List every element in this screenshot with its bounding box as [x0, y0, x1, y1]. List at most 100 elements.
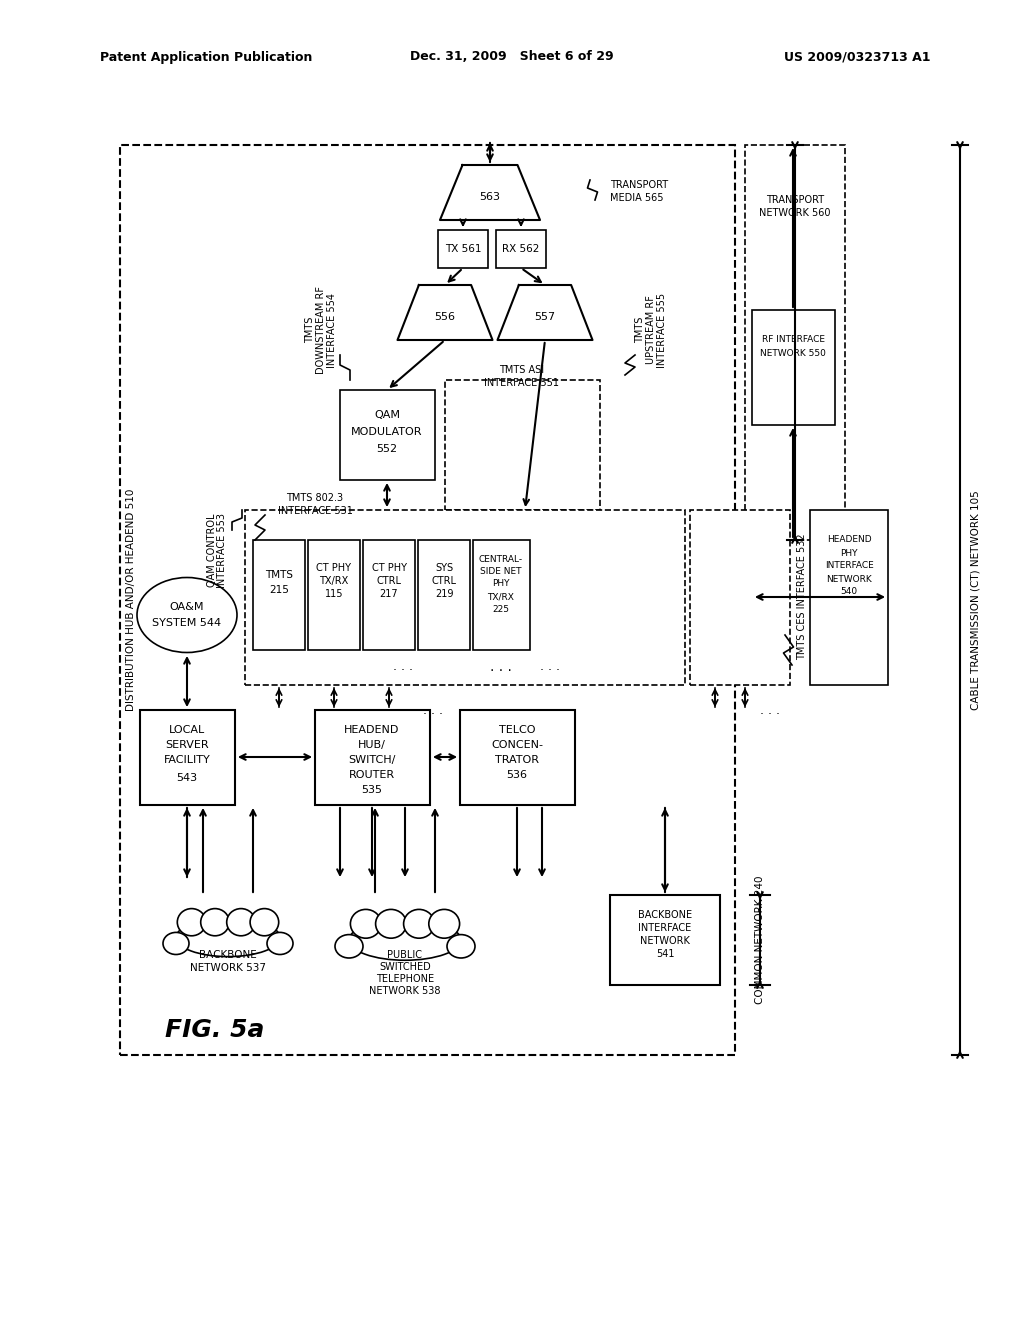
- Text: INTERFACE 555: INTERFACE 555: [657, 293, 667, 367]
- Text: . . .: . . .: [540, 660, 560, 673]
- Text: MEDIA 565: MEDIA 565: [610, 193, 664, 203]
- Ellipse shape: [376, 909, 407, 939]
- Text: 543: 543: [176, 774, 198, 783]
- Bar: [418, 540, 470, 649]
- Text: CT PHY: CT PHY: [316, 564, 351, 573]
- Text: 219: 219: [435, 589, 454, 599]
- Ellipse shape: [201, 908, 229, 936]
- Text: 541: 541: [655, 949, 674, 960]
- Ellipse shape: [226, 908, 255, 936]
- Text: . . .: . . .: [760, 704, 780, 717]
- Text: 225: 225: [493, 606, 510, 615]
- Ellipse shape: [350, 909, 381, 939]
- Text: 217: 217: [380, 589, 398, 599]
- Bar: [245, 510, 685, 685]
- Text: SYSTEM 544: SYSTEM 544: [153, 618, 221, 628]
- Text: TX/RX: TX/RX: [319, 576, 348, 586]
- Text: MODULATOR: MODULATOR: [351, 426, 423, 437]
- Text: OA&M: OA&M: [170, 602, 204, 612]
- Text: TRANSPORT: TRANSPORT: [610, 180, 668, 190]
- Text: LOCAL: LOCAL: [169, 725, 205, 735]
- Text: NETWORK 550: NETWORK 550: [760, 348, 826, 358]
- Text: INTERFACE 553: INTERFACE 553: [217, 512, 227, 587]
- Text: NETWORK 537: NETWORK 537: [190, 964, 266, 973]
- Text: SERVER: SERVER: [165, 741, 209, 750]
- Ellipse shape: [177, 908, 206, 936]
- Text: CONCEN-: CONCEN-: [490, 741, 543, 750]
- Text: TX/RX: TX/RX: [487, 593, 514, 602]
- Text: CTRL: CTRL: [431, 576, 457, 586]
- Text: COMMON NETWORK 240: COMMON NETWORK 240: [755, 875, 765, 1005]
- Bar: [315, 710, 430, 805]
- Text: . . .: . . .: [423, 704, 443, 717]
- Text: SIDE NET: SIDE NET: [480, 568, 522, 577]
- Text: TELCO: TELCO: [499, 725, 536, 735]
- Text: NETWORK: NETWORK: [640, 936, 690, 946]
- Text: . . .: . . .: [393, 660, 413, 673]
- Text: RF INTERFACE: RF INTERFACE: [762, 335, 824, 345]
- Bar: [473, 540, 530, 649]
- Bar: [362, 540, 415, 649]
- Bar: [745, 145, 845, 540]
- Text: TMTS: TMTS: [305, 317, 315, 343]
- Ellipse shape: [250, 908, 279, 936]
- Text: TMTS: TMTS: [265, 570, 293, 579]
- Text: SWITCHED: SWITCHED: [379, 962, 431, 972]
- Ellipse shape: [349, 920, 461, 960]
- Text: FACILITY: FACILITY: [164, 755, 210, 766]
- Text: 535: 535: [361, 785, 383, 795]
- Polygon shape: [498, 285, 593, 341]
- Text: TRANSPORT: TRANSPORT: [766, 195, 824, 205]
- Text: DOWNSTREAM RF: DOWNSTREAM RF: [316, 286, 326, 374]
- Bar: [120, 145, 735, 1055]
- Ellipse shape: [163, 932, 189, 954]
- Bar: [610, 895, 720, 985]
- Text: NETWORK: NETWORK: [826, 574, 871, 583]
- Text: TRATOR: TRATOR: [495, 755, 539, 766]
- Text: PHY: PHY: [841, 549, 858, 557]
- Text: DISTRIBUTION HUB AND/OR HEADEND 510: DISTRIBUTION HUB AND/OR HEADEND 510: [126, 488, 136, 711]
- Text: TMTS CES INTERFACE 532: TMTS CES INTERFACE 532: [797, 533, 807, 660]
- Text: TMTS ASI: TMTS ASI: [500, 366, 545, 375]
- Ellipse shape: [335, 935, 362, 958]
- Ellipse shape: [176, 919, 280, 957]
- Text: PHY: PHY: [493, 579, 510, 589]
- Text: . . .: . . .: [490, 660, 512, 675]
- Text: INTERFACE 551: INTERFACE 551: [484, 378, 559, 388]
- Bar: [496, 230, 546, 268]
- Text: UPSTREAM RF: UPSTREAM RF: [646, 296, 656, 364]
- Bar: [810, 510, 888, 685]
- Text: TMTS: TMTS: [635, 317, 645, 343]
- Ellipse shape: [429, 909, 460, 939]
- Polygon shape: [397, 285, 493, 341]
- Text: CENTRAL-: CENTRAL-: [479, 556, 523, 565]
- Bar: [438, 230, 488, 268]
- Polygon shape: [440, 165, 540, 220]
- Text: Patent Application Publication: Patent Application Publication: [100, 50, 312, 63]
- Text: 540: 540: [841, 587, 857, 597]
- Text: ROUTER: ROUTER: [349, 770, 395, 780]
- Text: PUBLIC: PUBLIC: [387, 950, 423, 960]
- Text: HEADEND: HEADEND: [826, 536, 871, 544]
- Text: FIG. 5a: FIG. 5a: [165, 1018, 264, 1041]
- Text: SWITCH/: SWITCH/: [348, 755, 395, 766]
- Bar: [340, 389, 435, 480]
- Bar: [460, 710, 575, 805]
- Text: 556: 556: [434, 312, 456, 322]
- Bar: [445, 380, 600, 510]
- Text: NETWORK 560: NETWORK 560: [759, 209, 830, 218]
- Text: TMTS 802.3: TMTS 802.3: [287, 492, 344, 503]
- Text: INTERFACE: INTERFACE: [638, 923, 691, 933]
- Ellipse shape: [403, 909, 434, 939]
- Text: 563: 563: [479, 191, 501, 202]
- Bar: [690, 510, 790, 685]
- Text: QAM CONTROL: QAM CONTROL: [207, 513, 217, 587]
- Text: 552: 552: [377, 444, 397, 454]
- Text: Dec. 31, 2009   Sheet 6 of 29: Dec. 31, 2009 Sheet 6 of 29: [411, 50, 613, 63]
- Bar: [140, 710, 234, 805]
- Text: HUB/: HUB/: [358, 741, 386, 750]
- Text: RX 562: RX 562: [503, 244, 540, 253]
- Text: 115: 115: [325, 589, 343, 599]
- Text: 215: 215: [269, 585, 289, 595]
- Ellipse shape: [137, 578, 237, 652]
